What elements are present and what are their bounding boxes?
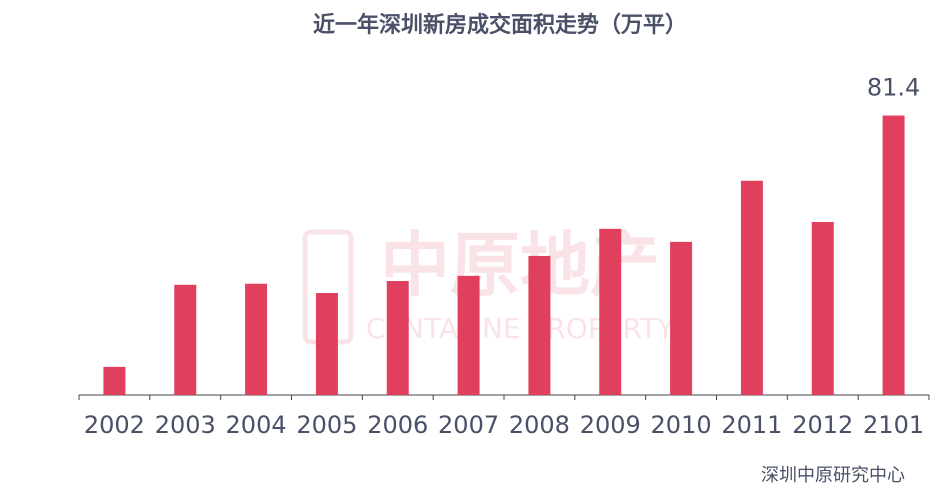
- x-tick-label: 2009: [580, 411, 641, 439]
- bar: [599, 228, 622, 395]
- bar: [457, 275, 480, 395]
- bar: [528, 255, 551, 395]
- chart-title: 近一年深圳新房成交面积走势（万平）: [313, 12, 687, 38]
- bar: [174, 284, 197, 395]
- bar: [103, 366, 126, 395]
- bar: [882, 115, 905, 395]
- x-tick-label: 2002: [84, 411, 145, 439]
- x-tick-label: 2012: [792, 411, 853, 439]
- bar: [811, 221, 834, 395]
- x-tick-label: 2004: [226, 411, 287, 439]
- bar: [670, 241, 693, 395]
- x-tick-label: 2010: [651, 411, 712, 439]
- x-tick-label: 2007: [438, 411, 499, 439]
- value-label: 81.4: [867, 74, 920, 102]
- x-tick-label: 2101: [863, 411, 924, 439]
- bar: [740, 180, 763, 395]
- bar: [386, 281, 409, 395]
- bar: [315, 293, 338, 395]
- x-tick-label: 2003: [155, 411, 216, 439]
- bar: [245, 283, 268, 395]
- watermark-subtitle: CENTALINE PROPERTY: [366, 312, 675, 345]
- x-tick-label: 2006: [367, 411, 428, 439]
- x-tick-label: 2005: [296, 411, 357, 439]
- source: 深圳中原研究中心: [761, 465, 905, 486]
- x-tick-label: 2011: [721, 411, 782, 439]
- x-tick-label: 2008: [509, 411, 570, 439]
